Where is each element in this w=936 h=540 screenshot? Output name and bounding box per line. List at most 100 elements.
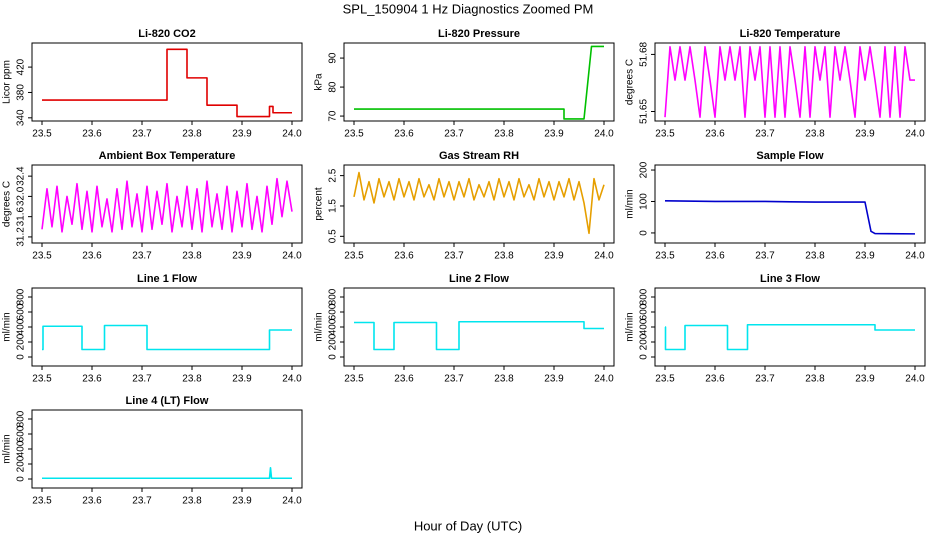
x-tick-label: 23.5 [344,374,364,385]
y-axis-label: percent [314,187,325,221]
x-tick-label: 23.6 [705,374,725,385]
y-tick-label: 600 [328,303,339,320]
x-tick-label: 23.9 [544,374,564,385]
x-tick-label: 23.9 [544,251,564,262]
x-tick-label: 23.8 [182,496,202,507]
x-tick-label: 23.8 [494,129,514,140]
x-tick-label: 23.8 [805,251,825,262]
y-axis-label: degrees C [625,59,636,105]
y-tick-label: 200 [639,161,650,178]
y-tick-label: 0 [16,476,27,482]
series-line [664,323,915,351]
x-tick-label: 24.0 [594,251,614,262]
series-line [353,171,605,235]
x-tick-label: 24.0 [905,374,925,385]
plot-frame [31,409,303,489]
x-tick-label: 23.7 [755,374,775,385]
x-tick-label: 24.0 [594,129,614,140]
x-tick-label: 24.0 [282,374,302,385]
y-tick-label: 200 [16,333,27,350]
y-tick-label: 600 [16,425,27,442]
x-tick-label: 23.5 [32,129,52,140]
x-tick-label: 23.8 [805,129,825,140]
x-tick-label: 23.7 [132,374,152,385]
x-tick-label: 24.0 [282,129,302,140]
plot-frame [654,287,926,367]
y-tick-label: 32.0 [16,186,27,206]
panel-title: Ambient Box Temperature [99,150,236,162]
y-tick-label: 600 [16,303,27,320]
x-tick-label: 23.7 [755,129,775,140]
series-line [354,320,604,351]
y-tick-label: 800 [16,410,27,427]
y-axis-label: kPa [314,73,325,91]
y-tick-label: 51.68 [639,41,650,66]
x-tick-label: 23.6 [705,129,725,140]
y-tick-label: 380 [16,84,27,101]
x-tick-label: 23.5 [655,129,675,140]
y-tick-label: 400 [16,318,27,335]
x-tick-label: 23.7 [444,374,464,385]
x-tick-label: 24.0 [905,129,925,140]
panel-title: Line 4 (LT) Flow [126,395,209,407]
plot-frame [31,287,303,367]
plot-frame [343,287,615,367]
x-tick-label: 23.6 [82,129,102,140]
x-tick-label: 23.5 [344,251,364,262]
y-axis-label: ml/min [2,434,13,463]
x-tick-label: 23.8 [805,374,825,385]
x-tick-label: 23.9 [232,251,252,262]
y-tick-label: 200 [16,455,27,472]
plot-frame [654,42,926,122]
x-tick-label: 23.8 [182,251,202,262]
x-tick-label: 23.7 [444,129,464,140]
x-tick-label: 23.5 [32,496,52,507]
panel-title: Sample Flow [756,150,824,162]
y-axis-label: ml/min [625,189,636,218]
x-tick-label: 23.6 [82,496,102,507]
x-tick-label: 23.5 [32,374,52,385]
plot-frame [31,164,303,244]
y-axis-label: Licor ppm [2,60,13,104]
y-tick-label: 0 [328,354,339,360]
x-tick-label: 23.5 [32,251,52,262]
x-tick-label: 23.6 [82,251,102,262]
y-tick-label: 70 [328,110,339,122]
x-tick-label: 23.8 [182,374,202,385]
x-tick-label: 23.8 [182,129,202,140]
y-tick-label: 2.5 [328,168,339,182]
x-tick-label: 24.0 [594,374,614,385]
x-tick-label: 23.6 [394,251,414,262]
x-tick-label: 23.6 [705,251,725,262]
y-tick-label: 400 [328,318,339,335]
y-tick-label: 0 [16,354,27,360]
figure-x-label: Hour of Day (UTC) [414,518,522,533]
panel-title: Li-820 Pressure [438,28,520,40]
x-tick-label: 23.7 [132,251,152,262]
panel-title: Gas Stream RH [439,150,519,162]
x-tick-label: 23.6 [82,374,102,385]
series-line [42,324,292,351]
x-tick-label: 23.9 [232,496,252,507]
y-tick-label: 51.65 [639,99,650,124]
panel-title: Li-820 CO2 [138,28,195,40]
x-tick-label: 23.7 [132,129,152,140]
series-line [42,48,292,118]
y-axis-label: ml/min [625,312,636,341]
x-tick-label: 23.5 [655,251,675,262]
x-tick-label: 24.0 [905,251,925,262]
y-tick-label: 100 [639,193,650,210]
panel-title: Li-820 Temperature [740,28,841,40]
y-tick-label: 800 [639,288,650,305]
plot-frame [343,164,615,244]
x-tick-label: 23.8 [494,374,514,385]
y-tick-label: 340 [16,109,27,126]
y-tick-label: 200 [328,333,339,350]
y-tick-label: 0 [639,230,650,236]
panel-title: Line 3 Flow [760,273,820,285]
x-tick-label: 23.8 [494,251,514,262]
plot-frame [31,42,303,122]
y-tick-label: 800 [328,288,339,305]
